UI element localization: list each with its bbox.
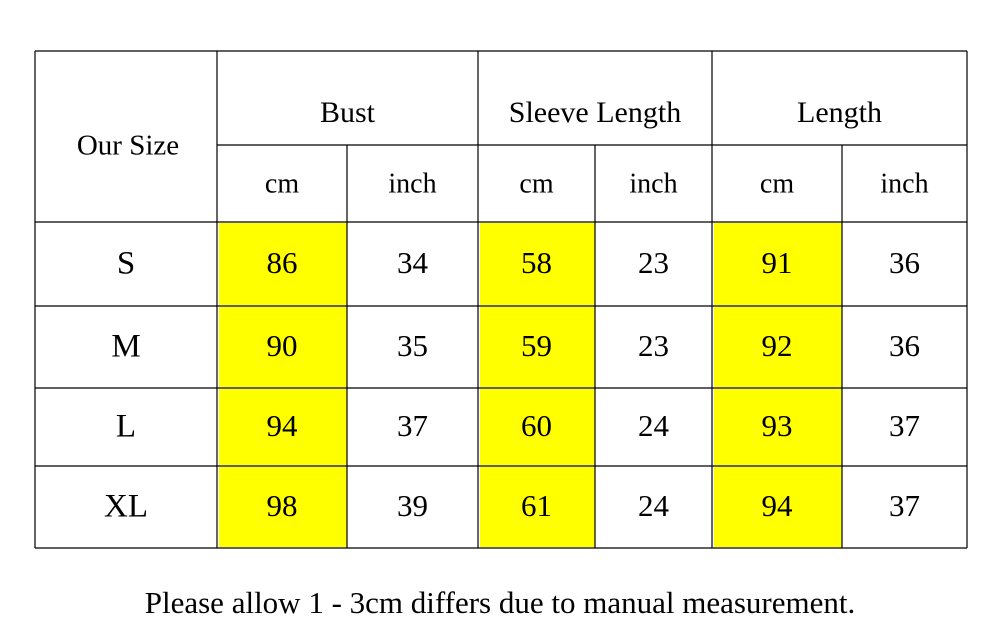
cell-value: 23	[638, 328, 669, 363]
cell-value: 37	[397, 408, 428, 443]
unit-header: inch	[388, 168, 436, 199]
cell-value: 92	[762, 328, 793, 363]
corner-header: Our Size	[77, 130, 179, 162]
size-label: S	[117, 246, 135, 282]
unit-header: cm	[760, 168, 794, 199]
cell-value: 59	[521, 328, 552, 363]
group-header: Length	[797, 96, 882, 129]
cell-value: 35	[397, 328, 428, 363]
cell-value: 36	[889, 245, 920, 280]
highlight-cell	[480, 389, 595, 465]
cell-value: 98	[267, 488, 298, 523]
cell-value: 23	[638, 245, 669, 280]
size-label: XL	[104, 489, 148, 525]
cell-value: 60	[521, 408, 552, 443]
cell-value: 58	[521, 245, 552, 280]
cell-value: 36	[889, 328, 920, 363]
size-label: L	[116, 409, 136, 445]
group-header: Bust	[320, 96, 376, 129]
cell-value: 91	[762, 245, 793, 280]
highlight-cell	[480, 223, 595, 305]
unit-header: inch	[880, 168, 928, 199]
highlight-cell	[480, 307, 595, 387]
cell-value: 94	[762, 488, 794, 523]
cell-value: 61	[521, 488, 552, 523]
highlight-cell	[480, 467, 595, 547]
size-label: M	[111, 329, 140, 365]
highlight-cell	[714, 307, 842, 387]
unit-header: cm	[265, 168, 299, 199]
unit-header: inch	[629, 168, 677, 199]
note: Please allow 1 - 3cm differs due to manu…	[145, 585, 856, 620]
highlight-cell	[714, 467, 842, 547]
highlight-cell	[219, 467, 347, 547]
highlight-cell	[714, 389, 842, 465]
unit-header: cm	[519, 168, 553, 199]
group-header: Sleeve Length	[509, 96, 681, 129]
highlight-cell	[219, 223, 347, 305]
cell-value: 37	[889, 408, 920, 443]
cell-value: 37	[889, 488, 920, 523]
cell-value: 24	[638, 488, 670, 523]
cell-value: 94	[267, 408, 299, 443]
cell-value: 86	[267, 245, 298, 280]
highlight-cell	[714, 223, 842, 305]
highlight-cell	[219, 307, 347, 387]
cell-value: 39	[397, 488, 428, 523]
cell-value: 90	[267, 328, 298, 363]
highlight-cell	[219, 389, 347, 465]
cell-value: 34	[397, 245, 429, 280]
cell-value: 93	[762, 408, 793, 443]
cell-value: 24	[638, 408, 670, 443]
